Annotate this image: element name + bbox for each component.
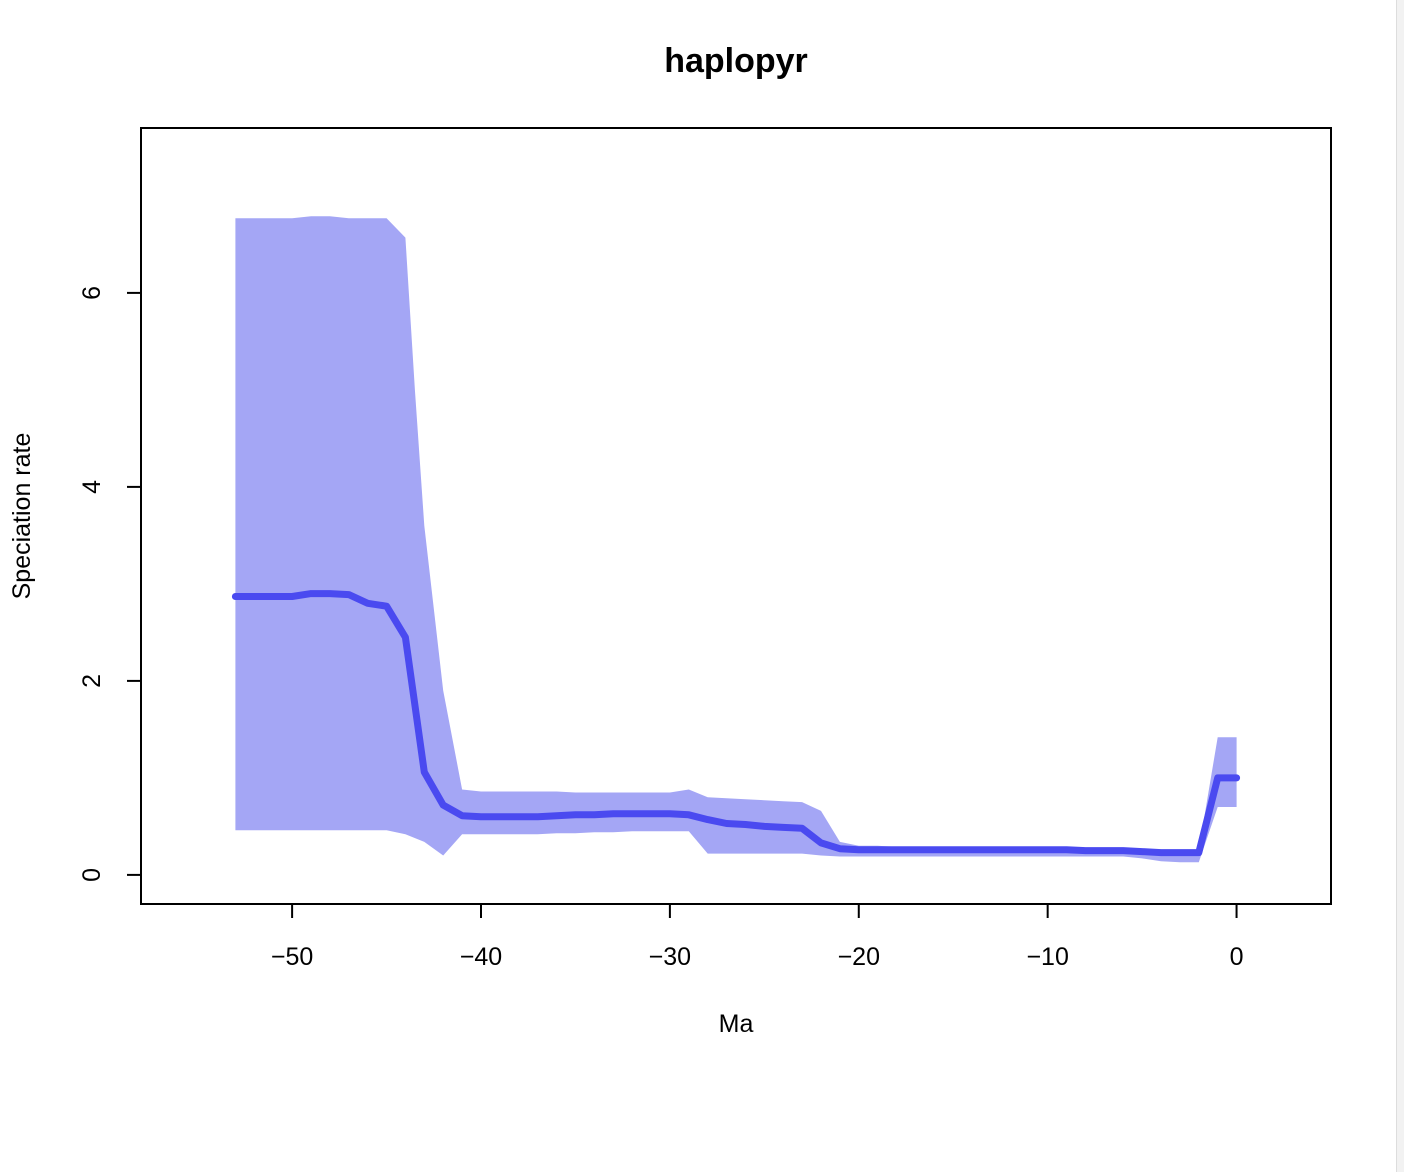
x-tick-label: −40 [460,943,502,971]
x-tick-label: −20 [838,943,880,971]
y-tick-label: 0 [78,868,106,882]
mean-speciation-line [231,590,1241,857]
window-edge-strip [1396,0,1404,1172]
confidence-band [235,216,1237,863]
x-tick-label: −10 [1026,943,1068,971]
x-tick-label: −50 [271,943,313,971]
x-tick-label: 0 [1230,943,1244,971]
plot-area [231,216,1241,863]
x-axis-label: Ma [719,1010,754,1038]
x-tick-label: −30 [649,943,691,971]
y-tick-label: 4 [78,480,106,494]
y-tick-label: 6 [78,286,106,300]
x-axis: −50 −40 −30 −20 −10 0 [271,903,1244,971]
chart-title: haplopyr [664,42,808,80]
y-axis: 0 2 4 6 [78,286,142,882]
y-axis-label: Speciation rate [8,433,36,600]
y-tick-label: 2 [78,674,106,688]
